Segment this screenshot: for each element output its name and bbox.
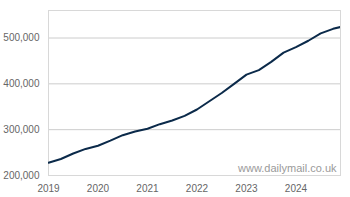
svg-text:300,000: 300,000 [3,124,40,135]
svg-text:200,000: 200,000 [3,170,40,181]
svg-text:2021: 2021 [136,183,159,194]
svg-text:2023: 2023 [235,183,258,194]
svg-text:www.dailymail.co.uk: www.dailymail.co.uk [237,162,337,174]
svg-text:2022: 2022 [186,183,209,194]
svg-text:2020: 2020 [87,183,110,194]
svg-text:2019: 2019 [37,183,60,194]
svg-text:2024: 2024 [285,183,308,194]
svg-text:500,000: 500,000 [3,32,40,43]
svg-text:400,000: 400,000 [3,78,40,89]
